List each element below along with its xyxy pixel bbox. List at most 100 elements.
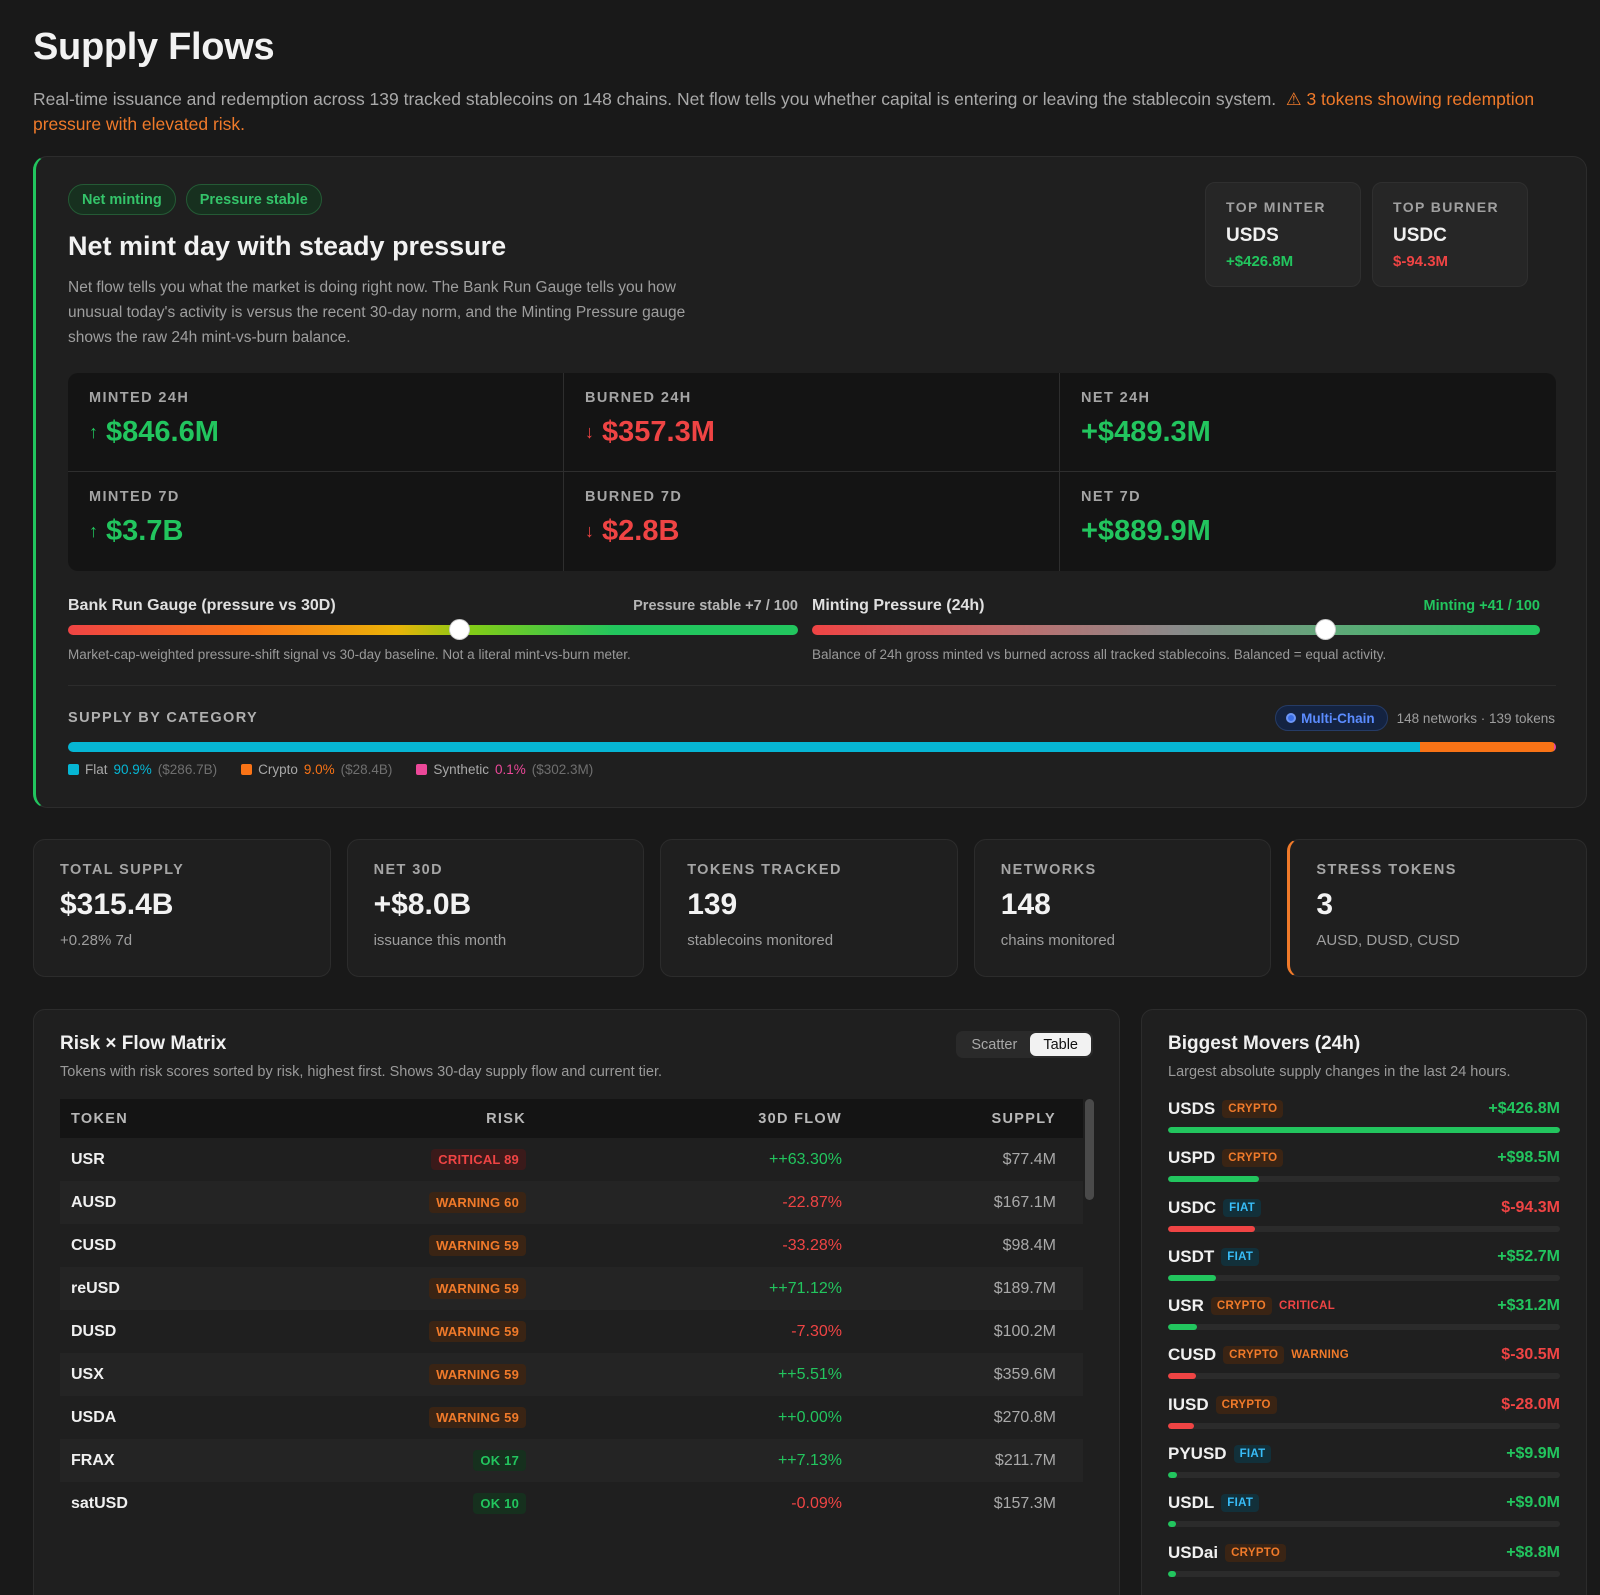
flow-stat-label: NET 7D [1081,489,1141,505]
risk-cell: WARNING 59 [260,1278,537,1299]
token-cell: FRAX [71,1451,115,1469]
legend-item[interactable]: Crypto 9.0% ($28.4B) [241,762,392,777]
mover-type-tag: FIAT [1221,1247,1260,1266]
matrix-subtitle: Tokens with risk scores sorted by risk, … [60,1064,662,1080]
kpi-card[interactable]: STRESS TOKENS 3 AUSD, DUSD, CUSD [1287,839,1587,977]
mover-row[interactable]: PYUSD FIAT +$9.9M [1168,1443,1560,1492]
column-30d-flow[interactable]: 30D FLOW [758,1110,842,1127]
mover-type-tag: CRYPTO [1215,1395,1277,1414]
mover-header: CUSD CRYPTO WARNING $-30.5M [1168,1344,1560,1366]
top-burner-card[interactable]: TOP BURNER USDC $-94.3M [1372,182,1528,287]
mover-bar-fill [1168,1274,1217,1281]
table-row[interactable]: FRAX OK 17 ++7.13% $211.7M [60,1439,1083,1482]
mover-amount: +$98.5M [1497,1149,1560,1167]
table-row[interactable]: satUSD OK 10 -0.09% $157.3M [60,1482,1083,1525]
intro-text: Real-time issuance and redemption across… [33,89,1277,109]
kpi-label: STRESS TOKENS [1316,862,1457,878]
token-cell: CUSD [71,1236,117,1254]
mover-bar-fill [1168,1422,1194,1429]
table-row[interactable]: USX WARNING 59 ++5.51% $359.6M [60,1353,1083,1396]
mover-bar-track [1168,1225,1560,1232]
mover-bar-fill [1168,1127,1560,1133]
flow-stat-amount: +$489.3M [1081,416,1211,448]
mover-row[interactable]: USDC FIAT $-94.3M [1168,1197,1560,1246]
kpi-value: 148 [1000,888,1051,921]
category-share-bar [68,742,1556,752]
table-view-button[interactable]: Table [1030,1033,1091,1056]
mover-amount: +$9.9M [1506,1445,1560,1463]
mover-amount: +$426.8M [1488,1100,1560,1117]
mover-bar-fill [1168,1176,1259,1183]
column-token[interactable]: TOKEN [71,1110,128,1127]
top-minter-card[interactable]: TOP MINTER USDS +$426.8M [1205,182,1361,287]
flow-cell: -33.28% [782,1236,842,1254]
legend-item[interactable]: Flat 90.9% ($286.7B) [68,762,217,777]
kpi-card[interactable]: TOKENS TRACKED 139 stablecoins monitored [660,839,958,977]
mover-bar-track [1168,1373,1560,1380]
table-row[interactable]: reUSD WARNING 59 ++71.12% $189.7M [60,1267,1083,1310]
flow-stat-amount: +$889.9M [1081,515,1211,547]
kpi-value: +$8.0B [373,888,472,921]
flow-stat-label: MINTED 24H [89,390,190,406]
net-flow-hero-card: Net minting Pressure stable Net mint day… [33,156,1587,808]
token-cell: DUSD [71,1322,117,1340]
risk-cell: WARNING 59 [260,1235,537,1256]
table-row[interactable]: DUSD WARNING 59 -7.30% $100.2M [60,1310,1083,1353]
supply-flows-page: Supply Flows Real-time issuance and rede… [33,0,1587,1595]
kpi-card[interactable]: NET 30D +$8.0B issuance this month [346,839,645,977]
mover-row[interactable]: USDT FIAT +$52.7M [1168,1246,1560,1295]
mover-type-tag: CRYPTO [1222,1149,1284,1168]
risk-badge: OK 17 [473,1450,526,1471]
column-risk[interactable]: RISK [486,1110,526,1127]
mover-bar-fill [1168,1373,1196,1380]
bank-run-gauge-knob [449,620,469,639]
flow-stat-amount: $357.3M [602,416,715,448]
risk-badge: WARNING 60 [429,1192,526,1213]
table-row[interactable]: CUSD WARNING 59 -33.28% $98.4M [60,1224,1083,1267]
mover-row[interactable]: CUSD CRYPTO WARNING $-30.5M [1168,1344,1560,1393]
table-row[interactable]: USDA WARNING 59 ++0.00% $270.8M [60,1396,1083,1439]
bank-run-gauge-note: Market-cap-weighted pressure-shift signa… [68,647,631,662]
page-intro: Real-time issuance and redemption across… [33,87,1573,137]
kpi-value: 3 [1316,888,1334,921]
risk-cell: WARNING 59 [260,1364,537,1385]
mover-token: USPD [1168,1148,1216,1168]
legend-name: Flat [85,762,108,777]
mover-header: USDC FIAT $-94.3M [1168,1197,1560,1219]
mover-row[interactable]: USR CRYPTO CRITICAL +$31.2M [1168,1295,1560,1344]
mover-bar-track [1168,1127,1560,1133]
mover-bar-track [1168,1521,1560,1528]
mover-row[interactable]: IUSD CRYPTO $-28.0M [1168,1394,1560,1443]
scatter-view-button[interactable]: Scatter [971,1036,1018,1053]
multichain-badge[interactable]: Multi-Chain [1275,705,1388,731]
mover-token: PYUSD [1168,1444,1227,1464]
mover-row[interactable]: USDL FIAT +$9.0M [1168,1492,1560,1541]
kpi-card[interactable]: TOTAL SUPPLY $315.4B +0.28% 7d [33,839,331,977]
table-row[interactable]: USR CRITICAL 89 ++63.30% $77.4M [60,1138,1083,1181]
flow-cell: -7.30% [791,1322,842,1340]
legend-item[interactable]: Synthetic 0.1% ($302.3M) [416,762,593,777]
risk-flow-matrix-card: Risk × Flow Matrix Tokens with risk scor… [33,1009,1120,1595]
risk-badge: CRITICAL 89 [431,1149,526,1170]
risk-warning[interactable]: ⚠ 3 tokens showing redemption pressure w… [33,89,1535,134]
flow-stat-amount: $846.6M [106,416,219,448]
legend-abs: ($28.4B) [340,762,393,777]
mover-header: USDai CRYPTO +$8.8M [1168,1542,1560,1564]
kpi-card[interactable]: NETWORKS 148 chains monitored [973,839,1272,977]
mover-row[interactable]: USDai CRYPTO +$8.8M [1168,1542,1560,1591]
column-supply[interactable]: SUPPLY [991,1110,1056,1127]
category-segment [1419,742,1554,752]
movers-subtitle: Largest absolute supply changes in the l… [1168,1064,1511,1080]
top-minter-token: USDS [1226,225,1279,246]
table-row[interactable]: AUSD WARNING 60 -22.87% $167.1M [60,1181,1083,1224]
kpi-value: $315.4B [60,888,174,921]
divider [68,685,1556,686]
mover-bar-track [1168,1324,1560,1331]
table-scrollbar[interactable] [1085,1099,1094,1200]
mover-type-tag: CRYPTO [1223,1346,1285,1365]
flow-stats-grid: MINTED 24H ↑ $846.6M BURNED 24H ↓ $357.3M NET … [68,373,1556,571]
mover-row[interactable]: USPD CRYPTO +$98.5M [1168,1147,1560,1196]
risk-badge: WARNING 59 [429,1364,526,1385]
mover-type-tag: CRYPTO [1222,1100,1284,1118]
mover-row[interactable]: USDS CRYPTO +$426.8M [1168,1098,1560,1147]
